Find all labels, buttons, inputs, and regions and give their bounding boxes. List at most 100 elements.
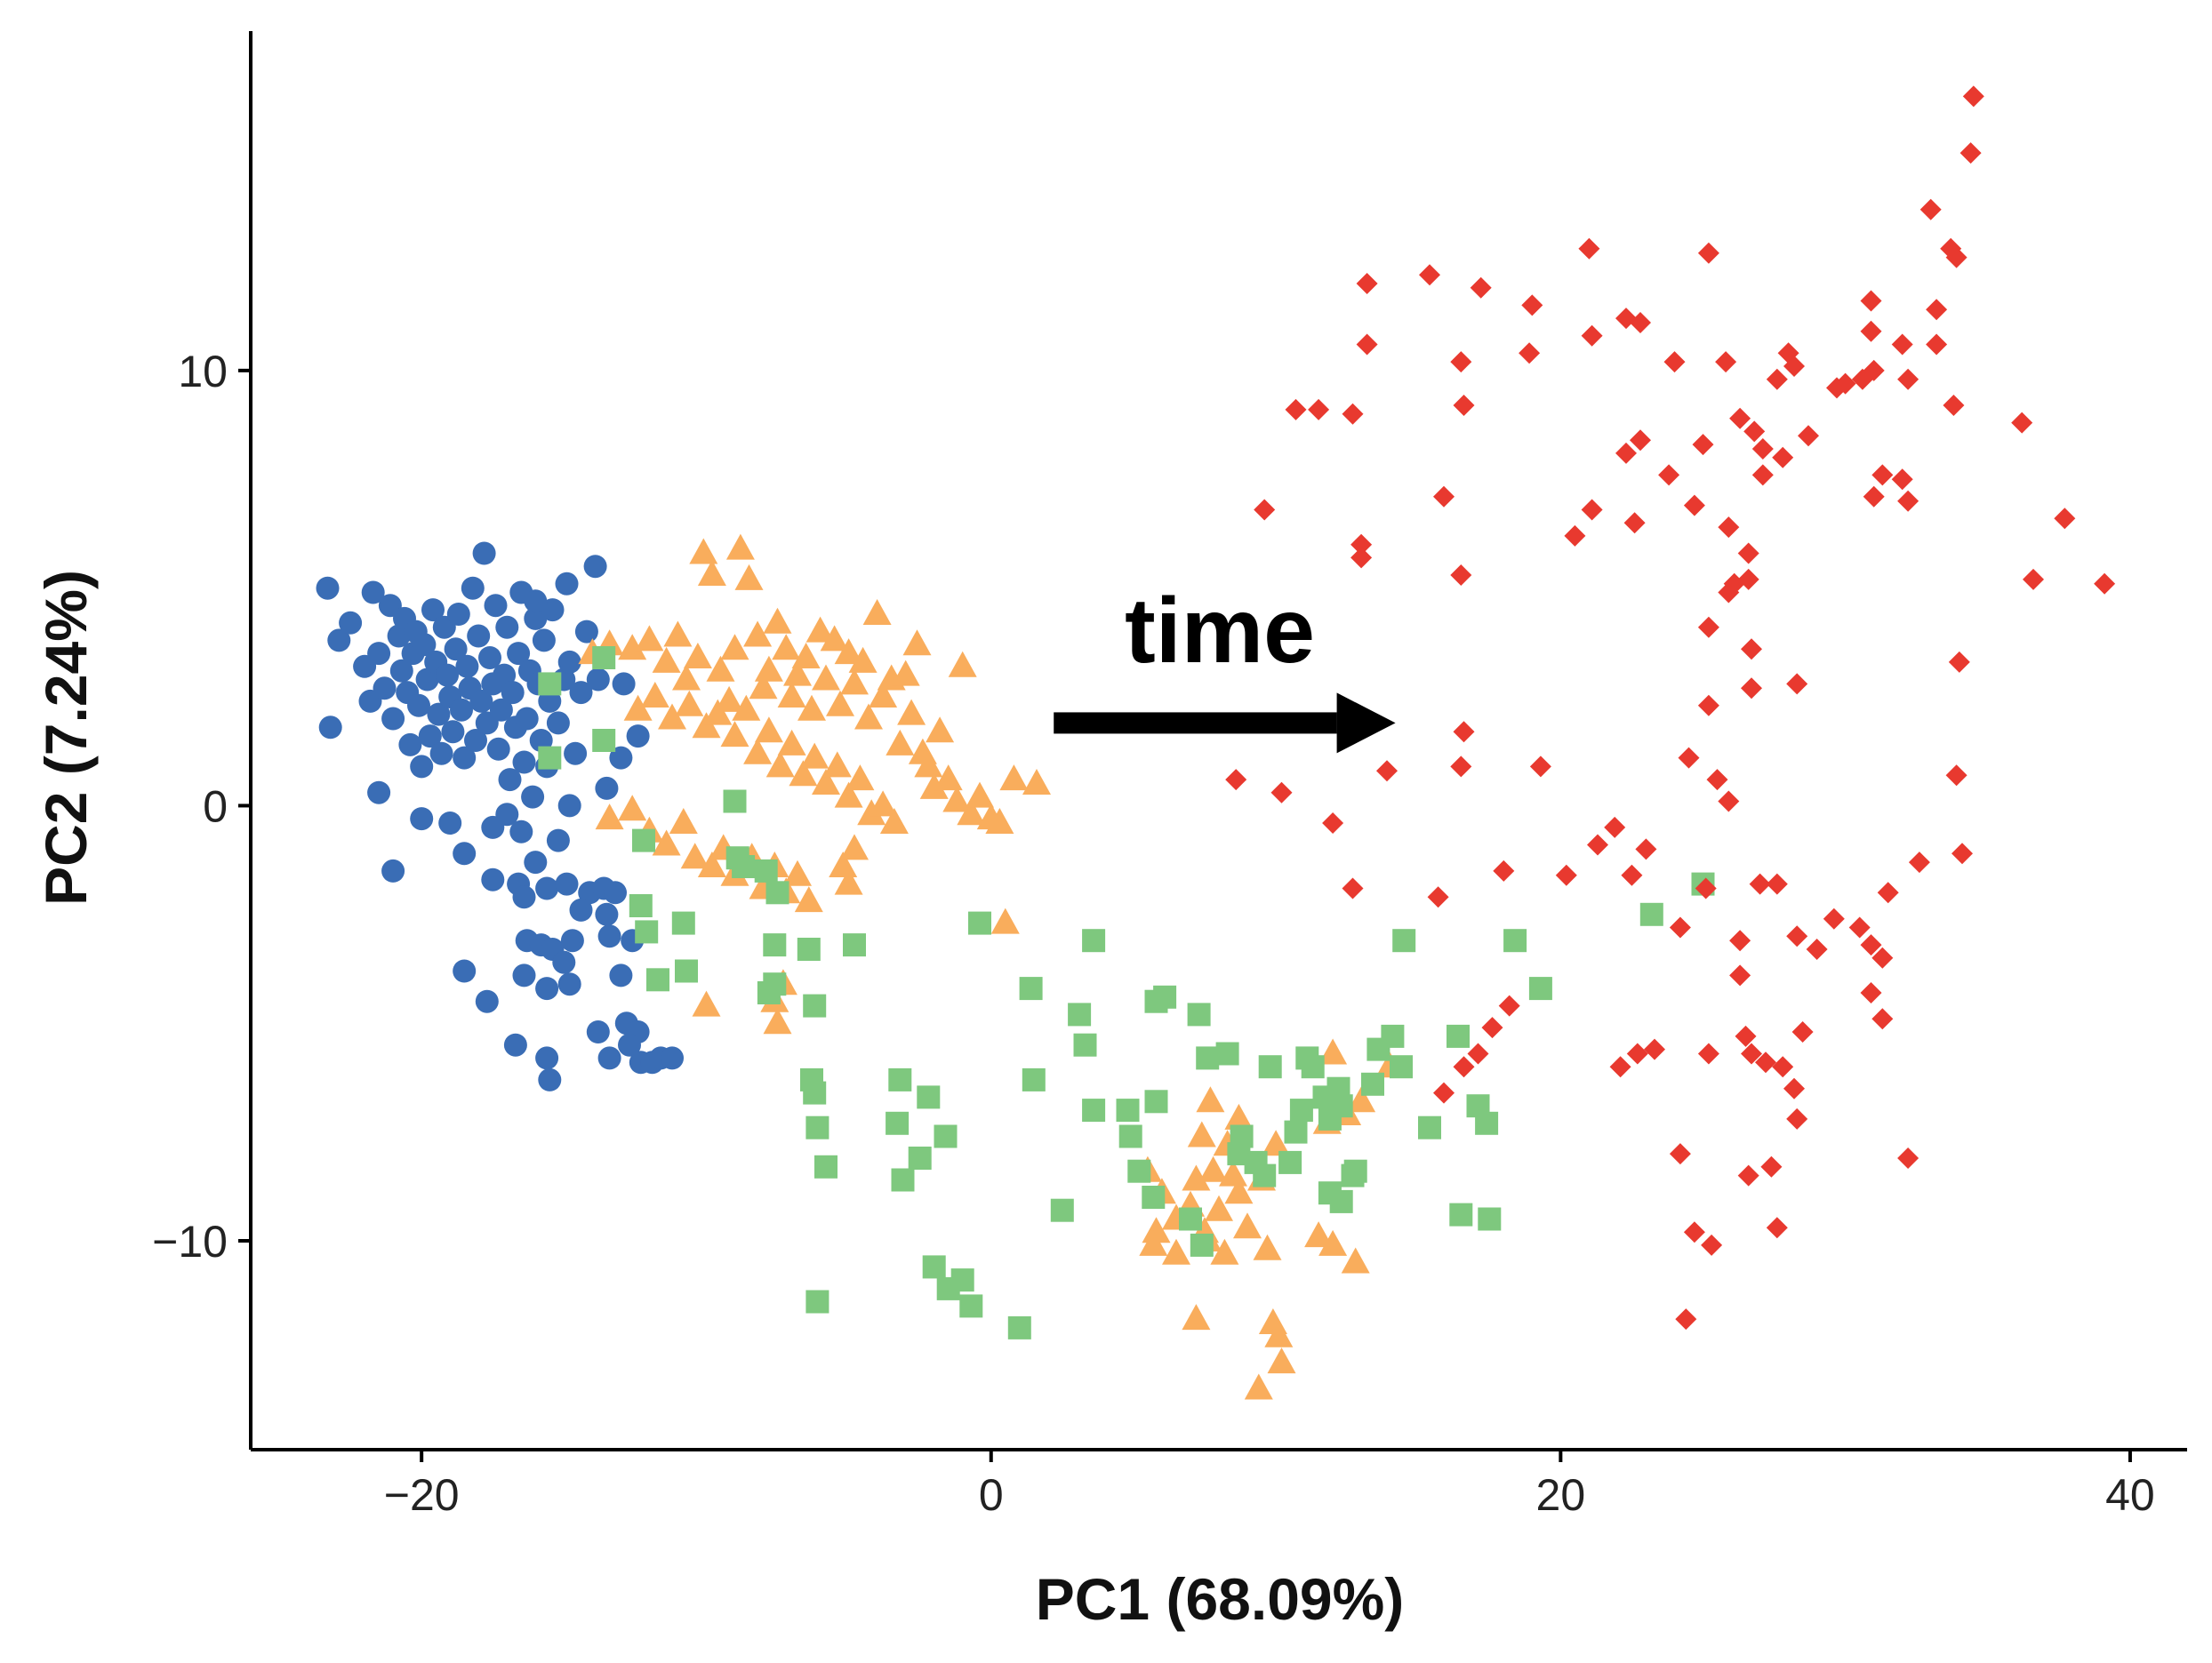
time-arrow-icon: [1054, 692, 1396, 754]
group-4-point-87: [1945, 764, 1968, 787]
group-4-point-55: [1623, 512, 1646, 534]
group-3-point-39: [1116, 1099, 1140, 1123]
group-3-point-51: [1253, 1163, 1277, 1187]
group-3-point-7: [671, 911, 695, 935]
group-2-point-77: [669, 808, 698, 834]
group-3-point-29: [891, 1168, 915, 1192]
group-3-point-5: [629, 894, 653, 917]
group-4-point-78: [1529, 756, 1551, 778]
group-4-point-57: [1564, 524, 1586, 547]
group-4-point-7: [1578, 237, 1600, 260]
group-4-point-124: [1783, 1077, 1805, 1099]
group-4-point-12: [1521, 294, 1543, 316]
group-3-point-2: [592, 729, 616, 752]
y-axis-ticks: −10 0 10: [152, 347, 251, 1267]
group-4-point-81: [1718, 790, 1740, 812]
group-3-point-15: [763, 933, 787, 957]
series-group-3: [538, 646, 1715, 1339]
group-1-point-46: [486, 737, 510, 761]
group-1-point-86: [586, 668, 610, 692]
group-4-point-6: [1926, 299, 1948, 321]
group-3-point-17: [757, 981, 781, 1004]
group-3-point-86: [1153, 985, 1177, 1009]
group-3-point-76: [1503, 929, 1527, 953]
group-1-point-80: [546, 828, 570, 852]
group-4-point-91: [1555, 864, 1577, 886]
group-3-point-42: [1127, 1159, 1151, 1183]
group-1-point-26: [429, 741, 453, 765]
group-2-point-32: [862, 599, 892, 625]
group-3-point-24: [814, 1155, 838, 1179]
group-3-point-88: [1215, 1042, 1239, 1066]
group-3-point-70: [1418, 1115, 1441, 1139]
group-2-point-130: [1196, 1086, 1225, 1113]
group-4-point-36: [1342, 403, 1364, 425]
group-4-point-21: [1519, 342, 1541, 364]
group-4-point-35: [1308, 398, 1330, 420]
group-4-point-72: [1741, 677, 1762, 700]
group-1-point-88: [555, 572, 579, 596]
group-1-point-28: [436, 663, 459, 687]
group-2-point-90: [692, 990, 721, 1017]
group-1-point-116: [586, 1020, 610, 1043]
group-1-point-30: [441, 720, 465, 744]
group-2-point-104: [1233, 1212, 1262, 1239]
group-2-point-69: [846, 764, 875, 791]
group-3-point-74: [1475, 1111, 1499, 1135]
group-2-point-89: [840, 834, 869, 860]
group-3-point-33: [1022, 1067, 1046, 1091]
group-2-point-53: [640, 682, 669, 708]
group-4-point-71: [1948, 651, 1970, 673]
group-1-point-72: [367, 780, 391, 804]
group-4-point-0: [1962, 85, 1984, 108]
group-1-point-55: [512, 750, 536, 774]
group-1-point-95: [555, 872, 579, 896]
group-1-point-124: [538, 1067, 562, 1091]
group-4-point-39: [1798, 425, 1819, 447]
group-4-point-134: [1675, 1308, 1697, 1331]
group-3-point-32: [1019, 977, 1043, 1001]
group-1-point-51: [501, 681, 525, 705]
group-4-point-26: [1766, 368, 1788, 390]
group-1-point-87: [583, 555, 607, 579]
group-3-point-6: [635, 920, 659, 944]
group-4-point-42: [1692, 434, 1714, 456]
group-2-point-38: [902, 629, 932, 656]
group-1-point-112: [453, 959, 477, 983]
group-4-point-24: [1715, 351, 1737, 373]
group-4-point-102: [1669, 916, 1691, 939]
group-3-point-12: [732, 855, 756, 878]
group-3-point-19: [843, 933, 866, 957]
group-4-point-133: [1766, 1217, 1788, 1239]
group-3-point-69: [1392, 929, 1416, 953]
group-3-point-35: [1068, 1003, 1092, 1027]
group-1-point-101: [560, 929, 584, 953]
group-3-point-43: [1142, 1186, 1166, 1209]
group-1-point-109: [609, 963, 633, 987]
group-2-point-14: [734, 564, 764, 590]
group-2-point-63: [777, 729, 806, 756]
group-1-point-35: [455, 654, 479, 678]
y-tick-label-0: −10: [152, 1217, 228, 1267]
group-4-point-86: [1587, 834, 1608, 856]
group-1-point-90: [381, 859, 405, 883]
group-1-point-110: [557, 972, 581, 996]
group-4-point-130: [1897, 1147, 1919, 1169]
group-3-point-65: [1361, 1072, 1384, 1096]
group-4-point-128: [1737, 1164, 1759, 1187]
group-4-point-77: [1450, 756, 1472, 778]
group-3-point-34: [1050, 1198, 1074, 1222]
group-4-point-119: [1644, 1038, 1665, 1060]
group-3-point-13: [754, 859, 778, 883]
group-3-point-18: [797, 938, 821, 961]
group-4-point-33: [1453, 395, 1475, 416]
x-tick-label-0: −20: [384, 1470, 460, 1520]
group-3-point-9: [675, 959, 698, 983]
group-3-point-27: [886, 1111, 910, 1135]
group-1-point-68: [557, 650, 581, 674]
group-1-point-81: [557, 794, 581, 818]
group-4-point-75: [1453, 721, 1475, 743]
group-2-point-13: [725, 533, 755, 560]
group-1-point-18: [407, 693, 430, 717]
